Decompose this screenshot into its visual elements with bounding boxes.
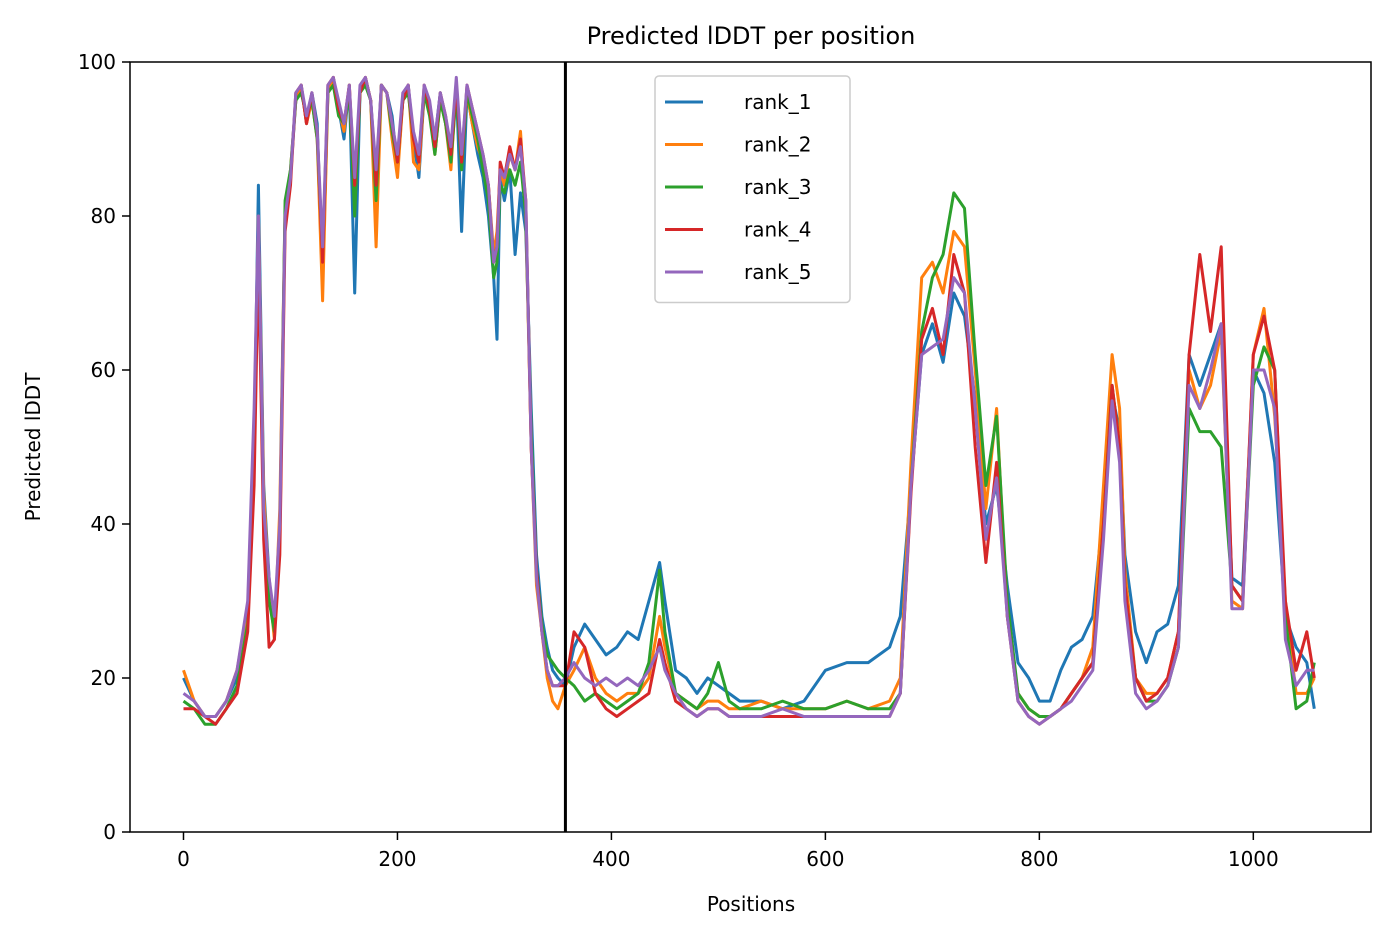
y-axis-label: Predicted lDDT [21, 372, 45, 522]
plot-frame [129, 61, 1372, 833]
legend: rank_1 rank_2 rank_3 rank_4 rank_5 [654, 75, 851, 304]
y-tick-label: 60 [91, 358, 116, 382]
x-axis-label: Positions [707, 892, 795, 916]
y-axis: 0 20 40 60 80 100 [78, 50, 130, 844]
x-tick-label: 400 [592, 847, 630, 871]
x-axis: 0 200 400 600 800 1000 [177, 832, 1279, 871]
series-line-rank_5 [182, 75, 1315, 726]
x-tick-label: 0 [177, 847, 190, 871]
y-tick-label: 40 [91, 512, 116, 536]
legend-label-rank_4: rank_4 [744, 218, 811, 242]
legend-box [654, 75, 851, 304]
legend-label-rank_1: rank_1 [744, 90, 811, 114]
x-tick-label: 200 [378, 847, 416, 871]
legend-label-rank_2: rank_2 [744, 133, 811, 157]
legend-label-rank_5: rank_5 [744, 260, 811, 284]
x-tick-label: 800 [1020, 847, 1058, 871]
x-tick-label: 600 [806, 847, 844, 871]
y-tick-label: 0 [103, 820, 116, 844]
x-tick-label: 1000 [1228, 847, 1279, 871]
y-tick-label: 20 [91, 666, 116, 690]
y-tick-label: 80 [91, 204, 116, 228]
chart-title: Predicted lDDT per position [587, 22, 916, 50]
legend-label-rank_3: rank_3 [744, 175, 811, 199]
series-layer [182, 75, 1316, 726]
y-tick-label: 100 [78, 50, 116, 74]
